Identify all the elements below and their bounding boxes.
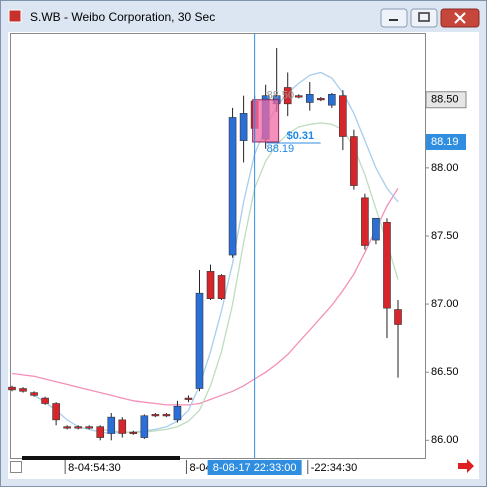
- plot-area: [10, 33, 426, 459]
- candle-body: [129, 431, 138, 434]
- candle-body: [217, 275, 226, 299]
- measure-high-label: 88.50: [267, 90, 295, 102]
- candle-body: [228, 117, 237, 256]
- candle-body: [41, 397, 49, 404]
- candle-body: [350, 136, 358, 186]
- candle-body: [294, 95, 303, 98]
- y-tick-label: 87.00: [431, 298, 459, 310]
- y-tick-label: 86.50: [431, 366, 459, 378]
- crosshair-label: 8-08-17 22:33:00: [213, 462, 297, 474]
- price-marker: [425, 91, 467, 109]
- candle-body: [383, 222, 391, 309]
- candle-body: [151, 414, 160, 417]
- candle-body: [162, 414, 171, 417]
- candle-body: [118, 419, 127, 434]
- candle-body: [283, 87, 292, 105]
- candle-body: [184, 397, 193, 400]
- y-tick-label: 86.00: [431, 434, 459, 446]
- candle-body: [361, 197, 369, 246]
- candle-body: [328, 93, 336, 106]
- candle-body: [19, 388, 27, 392]
- candle-body: [85, 426, 93, 429]
- scroll-box[interactable]: [10, 461, 22, 473]
- x-tick-label: 8-04: [189, 462, 211, 474]
- x-tick-label: 8-04:54:30: [68, 462, 121, 474]
- candle-body: [239, 113, 248, 141]
- candle-body: [30, 392, 38, 396]
- price-marker-label: 88.50: [431, 94, 459, 106]
- maximize-button[interactable]: [410, 8, 438, 28]
- candle-body: [107, 416, 116, 434]
- measure-change-label: $0.31: [287, 130, 315, 142]
- close-button[interactable]: [440, 8, 480, 28]
- candle-body: [96, 426, 105, 438]
- app-icon: [8, 9, 22, 23]
- candle-body: [52, 403, 60, 421]
- moving-average: [11, 187, 399, 406]
- price-marker: [426, 133, 466, 150]
- measure-low-label: 88.19: [267, 143, 295, 155]
- crosshair-label-box: [207, 460, 302, 475]
- y-tick-label: 88.00: [431, 162, 459, 174]
- measure-box: [252, 99, 280, 143]
- price-marker-label: 88.19: [431, 136, 459, 148]
- candle-body: [305, 93, 314, 103]
- moving-average: [33, 71, 399, 435]
- candle-body: [74, 426, 82, 429]
- candle-body: [140, 415, 149, 438]
- candle-body: [63, 426, 71, 429]
- y-tick-label: 87.50: [431, 230, 459, 242]
- scroll-bar[interactable]: [22, 456, 180, 460]
- x-tick-label: -22:34:30: [311, 462, 357, 474]
- candle-body: [394, 309, 402, 325]
- moving-average: [100, 122, 399, 433]
- scroll-right-arrow[interactable]: [458, 459, 474, 473]
- minimize-button[interactable]: [380, 8, 408, 28]
- candle-body: [372, 217, 380, 241]
- candle-body: [8, 386, 16, 391]
- candle-body: [173, 405, 182, 421]
- candle-body: [316, 98, 325, 101]
- candle-body: [339, 95, 347, 137]
- window-title: S.WB - Weibo Corporation, 30 Sec: [30, 10, 215, 24]
- candle-body: [195, 292, 204, 389]
- candle-body: [206, 271, 215, 299]
